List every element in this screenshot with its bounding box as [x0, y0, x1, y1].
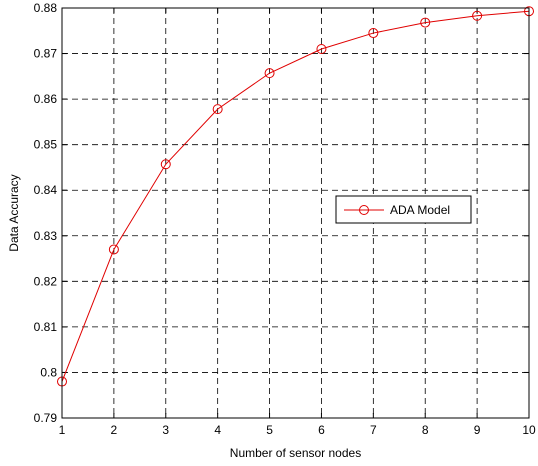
- y-tick-label: 0.8: [40, 365, 57, 379]
- plot-frame: [61, 7, 530, 419]
- x-tick-label: 1: [59, 423, 66, 437]
- y-tick-label: 0.81: [34, 320, 58, 334]
- data-point: [368, 28, 379, 39]
- data-point: [108, 244, 119, 255]
- y-tick-label: 0.85: [34, 138, 58, 152]
- y-tick-label: 0.86: [34, 92, 58, 106]
- x-tick-labels: 1 2 3 4 5 6 7 8 9 10: [59, 423, 536, 437]
- data-point: [160, 159, 171, 170]
- x-tick-label: 3: [162, 423, 169, 437]
- x-tick-label: 7: [370, 423, 377, 437]
- data-point: [316, 44, 327, 54]
- legend: ADA Model: [335, 195, 472, 224]
- x-tick-label: 4: [214, 423, 221, 437]
- x-tick-label: 2: [111, 423, 118, 437]
- series-layer: [57, 6, 534, 387]
- legend-marker-ada-model: [359, 205, 369, 215]
- x-tick-label: 9: [474, 423, 481, 437]
- data-point: [212, 104, 223, 115]
- x-tick-label: 5: [266, 423, 273, 437]
- y-tick-label: 0.82: [34, 274, 58, 288]
- y-tick-label: 0.84: [34, 183, 58, 197]
- y-tick-label: 0.79: [34, 411, 58, 425]
- y-tick-label: 0.88: [34, 1, 58, 15]
- data-point: [472, 10, 483, 21]
- x-axis-label: Number of sensor nodes: [230, 446, 361, 460]
- series-line-ada-model: [61, 10, 530, 382]
- data-point: [264, 68, 275, 79]
- y-tick-label: 0.83: [34, 229, 58, 243]
- y-tick-labels: 0.79 0.8 0.81 0.82 0.83 0.84 0.85 0.86 0.87 0.88: [34, 1, 58, 425]
- x-tick-label: 6: [318, 423, 325, 437]
- legend-label-ada-model: ADA Model: [390, 203, 450, 217]
- y-tick-label: 0.87: [34, 47, 58, 61]
- y-axis-label: Data Accuracy: [7, 174, 21, 251]
- x-tick-label: 8: [422, 423, 429, 437]
- data-point: [420, 17, 431, 28]
- x-tick-label: 10: [522, 423, 536, 437]
